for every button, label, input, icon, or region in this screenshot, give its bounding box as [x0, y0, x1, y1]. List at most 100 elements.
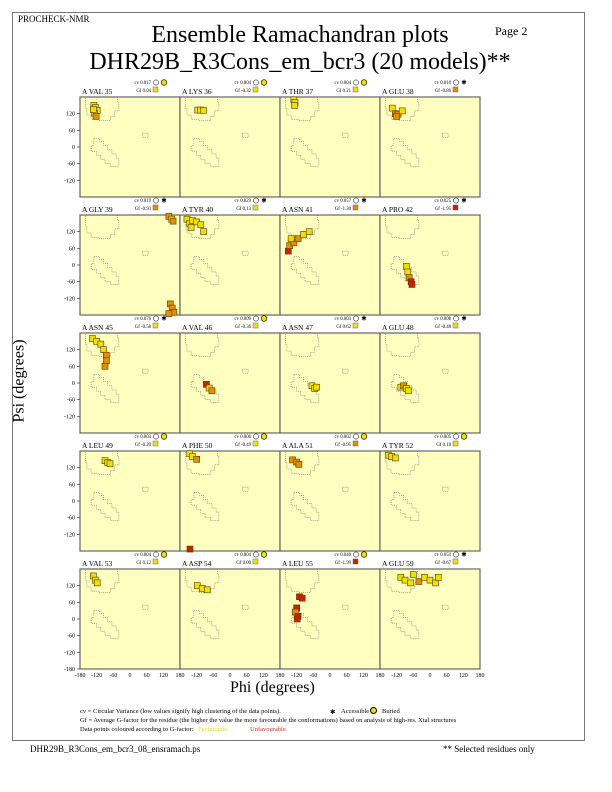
allowed-region: [390, 492, 420, 521]
gf-colour-icon: [352, 86, 359, 93]
data-point: [106, 460, 114, 468]
data-point: [401, 576, 409, 584]
residue-label: A GLU 48: [382, 323, 414, 332]
y-tick-label: 0: [72, 145, 75, 151]
data-point: [165, 310, 173, 317]
allowed-region: [285, 450, 320, 475]
cv-value: cv 0.010: [434, 81, 451, 86]
data-point: [432, 579, 439, 587]
data-point: [103, 351, 110, 359]
accessible-icon: ✱: [461, 197, 467, 205]
allowed-region: [242, 368, 249, 374]
data-point: [187, 224, 195, 231]
legend-unfavourable: Unfavourable: [250, 726, 286, 733]
buried-icon: [460, 433, 468, 440]
allowed-region: [342, 132, 349, 138]
allowed-region: [190, 492, 220, 521]
data-point: [398, 107, 406, 115]
y-tick-label: 60: [69, 364, 75, 370]
panel-a-ala-51: [279, 450, 381, 552]
y-tick-label: 0: [72, 499, 75, 505]
accessible-icon: ✱: [261, 197, 267, 205]
panel-background: [279, 96, 381, 198]
panel-a-val-35: [79, 96, 181, 198]
page-number: Page 2: [495, 24, 528, 38]
y-tick-label: -120: [64, 178, 75, 184]
data-point: [300, 231, 307, 238]
allowed-region: [442, 604, 449, 610]
allowed-region: [390, 374, 420, 403]
y-tick-label: 0: [72, 617, 75, 623]
panel-background: [79, 450, 181, 552]
allowed-region: [285, 96, 320, 121]
y-tick-label: 120: [66, 348, 75, 354]
x-tick-label: 60: [344, 673, 350, 679]
data-point: [287, 235, 295, 242]
data-point: [101, 363, 109, 370]
x-tick-label: -60: [209, 673, 217, 679]
y-tick-label: 120: [66, 584, 75, 590]
cv-value: cv 0.003: [134, 435, 151, 440]
data-point: [93, 579, 101, 587]
panel-background: [379, 214, 481, 316]
x-tick-label: 180: [476, 673, 485, 679]
data-point: [404, 268, 412, 276]
residue-label: A PHE 50: [182, 441, 213, 450]
y-tick-label: -60: [67, 634, 75, 640]
gf-value: Gf -0.20: [135, 443, 152, 448]
panel-a-val-53: [79, 568, 181, 670]
allowed-region: [142, 132, 149, 138]
panel-background: [179, 214, 281, 316]
y-tick-label: -180: [64, 667, 75, 673]
data-point: [90, 106, 97, 113]
data-point: [97, 340, 105, 348]
panel-background: [279, 214, 381, 316]
y-tick-label: -60: [67, 398, 75, 404]
residue-label: A ALA 51: [282, 441, 313, 450]
accessible-icon: ✱: [461, 79, 467, 87]
cv-clock-icon: [253, 433, 259, 440]
data-point: [405, 387, 412, 395]
legend-accessible: Accessible: [341, 708, 370, 715]
gf-value: Gf 0.12: [136, 561, 151, 566]
gf-colour-icon: [452, 204, 459, 211]
y-tick-label: 60: [69, 482, 75, 488]
gf-value: Gf 0.62: [336, 325, 351, 330]
x-tick-label: 60: [144, 673, 150, 679]
residue-label: A ASP 54: [182, 559, 212, 568]
y-tick-label: 60: [69, 246, 75, 252]
cv-value: cv 0.040: [334, 553, 351, 558]
buried-icon: [360, 433, 368, 440]
residue-label: A PRO 42: [382, 205, 413, 214]
buried-icon: [160, 551, 168, 558]
allowed-region: [342, 368, 349, 374]
data-point: [203, 586, 211, 594]
allowed-region: [190, 138, 220, 167]
panel-background: [179, 96, 281, 198]
y-tick-label: -60: [67, 280, 75, 286]
panel-a-glu-48: [379, 332, 481, 434]
x-tick-label: 0: [229, 673, 232, 679]
buried-icon: [360, 79, 368, 86]
data-point: [410, 571, 417, 578]
data-point: [291, 102, 298, 109]
x-tick-label: 120: [359, 673, 368, 679]
gf-value: Gf 0.04: [136, 89, 151, 94]
x-tick-label: 0: [329, 673, 332, 679]
legend-cv: cv = Circular Variance (low values signi…: [80, 708, 281, 715]
x-tick-label: -120: [391, 673, 402, 679]
residue-label: A TYR 52: [382, 441, 413, 450]
allowed-region: [442, 486, 449, 492]
allowed-region: [290, 374, 320, 403]
allowed-region: [85, 568, 120, 593]
gf-value: Gf -0.36: [235, 325, 252, 330]
gf-value: Gf -1.95: [435, 207, 452, 212]
residue-label: A GLY 39: [82, 205, 113, 214]
allowed-region: [90, 610, 120, 639]
cv-clock-icon: [153, 551, 159, 558]
cv-clock-icon: [353, 197, 359, 204]
y-tick-label: -60: [67, 162, 75, 168]
x-tick-label: 120: [159, 673, 168, 679]
buried-icon: [260, 79, 268, 86]
